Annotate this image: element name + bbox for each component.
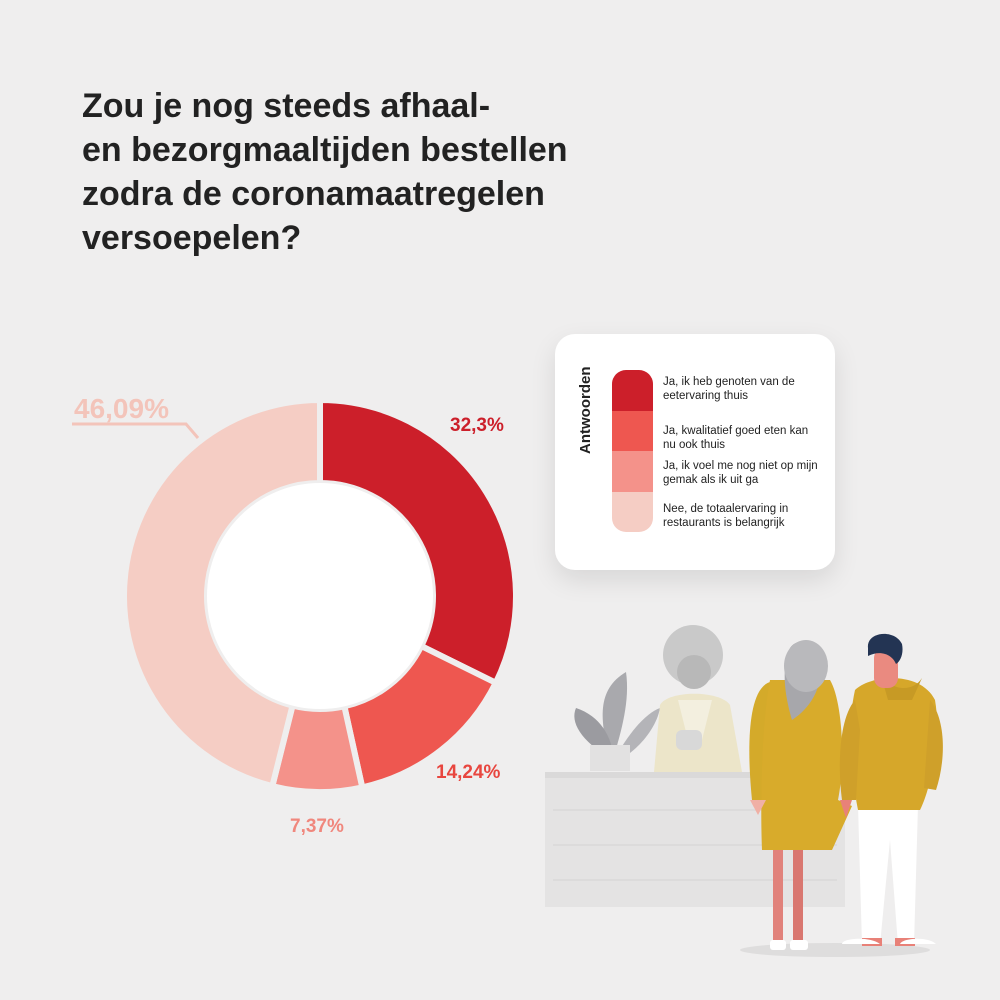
- label-leader-line: [72, 422, 200, 439]
- slice-label-0: 32,3%: [450, 415, 504, 436]
- man-figure: [839, 633, 943, 946]
- legend-swatch-0: [612, 370, 653, 411]
- title-line: zodra de coronamaatregelen: [82, 175, 545, 213]
- plant-icon: [574, 672, 660, 771]
- legend-swatch-2: [612, 451, 653, 492]
- donut-hole: [207, 483, 433, 709]
- legend-item-3: Nee, de totaalervaring in restaurants is…: [663, 503, 789, 529]
- slice-label-2: 7,37%: [290, 816, 344, 837]
- slice-label-3: 46,09%: [74, 393, 169, 424]
- legend-swatch-3: [612, 491, 653, 532]
- legend-heading: Antwoorden: [577, 366, 594, 455]
- title-line: versoepelen?: [82, 219, 302, 257]
- legend-color-bar: [612, 370, 653, 532]
- woman-figure: [749, 640, 852, 950]
- chart-title: Zou je nog steeds afhaal- en bezorgmaalt…: [82, 84, 642, 260]
- legend-item-1: Ja, kwalitatief goed eten kan nu ook thu…: [663, 425, 809, 451]
- legend-swatch-1: [612, 410, 653, 451]
- legend-item-0: Ja, ik heb genoten van de eetervaring th…: [663, 376, 795, 402]
- title-line: en bezorgmaaltijden bestellen: [82, 131, 568, 169]
- slice-label-1: 14,24%: [436, 762, 501, 783]
- legend-card: Antwoorden Ja, ik heb genoten van de eet…: [555, 334, 835, 570]
- title-line: Zou je nog steeds afhaal-: [82, 87, 491, 125]
- barista-figure: [654, 625, 742, 772]
- legend-item-2: Ja, ik voel me nog niet op mijn gemak al…: [663, 460, 818, 486]
- floor-shadow: [740, 943, 930, 957]
